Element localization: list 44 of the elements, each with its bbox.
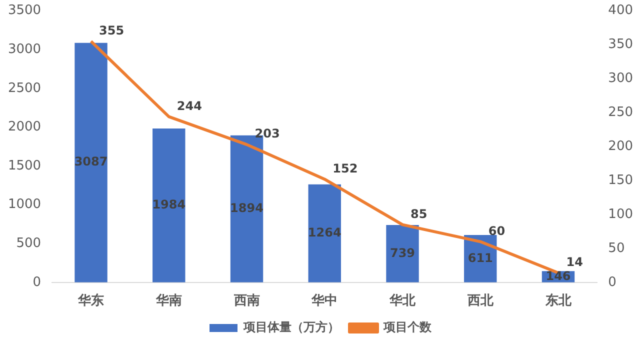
y-tick-label: 2500 xyxy=(8,80,42,96)
x-tick-label: 华北 xyxy=(388,294,417,309)
legend-label: 项目体量（万方） xyxy=(242,320,340,334)
y2-tick-label: 0 xyxy=(608,274,616,290)
y-tick-label: 0 xyxy=(32,274,42,290)
data-label: 1264 xyxy=(308,225,342,240)
x-tick-label: 西南 xyxy=(232,294,260,309)
legend-label: 项目个数 xyxy=(382,320,432,334)
data-label: 3087 xyxy=(74,154,108,169)
y-tick-label: 1500 xyxy=(8,158,42,174)
data-label: 14 xyxy=(566,255,583,270)
y-tick-label: 3500 xyxy=(8,3,42,18)
x-tick-label: 华中 xyxy=(310,294,338,309)
y2-tick-label: 250 xyxy=(608,105,634,120)
data-label: 203 xyxy=(254,126,280,141)
x-tick-label: 东北 xyxy=(544,292,572,309)
x-tick-label: 华南 xyxy=(154,294,182,309)
x-tick-label: 西北 xyxy=(466,294,494,309)
y2-tick-label: 300 xyxy=(608,71,634,86)
y2-tick-label: 400 xyxy=(608,3,634,18)
bar xyxy=(308,184,341,282)
data-label: 244 xyxy=(176,98,202,113)
data-label: 1984 xyxy=(152,198,186,212)
data-label: 85 xyxy=(410,206,428,221)
y-tick-label: 2000 xyxy=(8,120,42,135)
y2-tick-label: 350 xyxy=(608,37,634,52)
y-tick-label: 1000 xyxy=(8,197,42,212)
bar xyxy=(74,42,108,282)
data-label: 152 xyxy=(332,161,358,176)
y-tick-label: 500 xyxy=(16,236,42,251)
y-tick-label: 3000 xyxy=(8,42,42,57)
data-label: 60 xyxy=(488,224,506,238)
bar xyxy=(152,128,186,282)
y2-tick-label: 150 xyxy=(608,172,634,188)
data-label: 611 xyxy=(468,250,493,265)
data-label: 146 xyxy=(546,268,571,283)
data-label: 1894 xyxy=(230,201,264,216)
y2-tick-label: 100 xyxy=(608,206,634,222)
x-tick-label: 华东 xyxy=(77,292,104,309)
bar xyxy=(386,225,419,282)
y2-tick-label: 50 xyxy=(608,240,625,256)
data-label: 739 xyxy=(390,246,416,260)
y2-tick-label: 200 xyxy=(608,138,634,154)
data-label: 355 xyxy=(99,23,124,38)
